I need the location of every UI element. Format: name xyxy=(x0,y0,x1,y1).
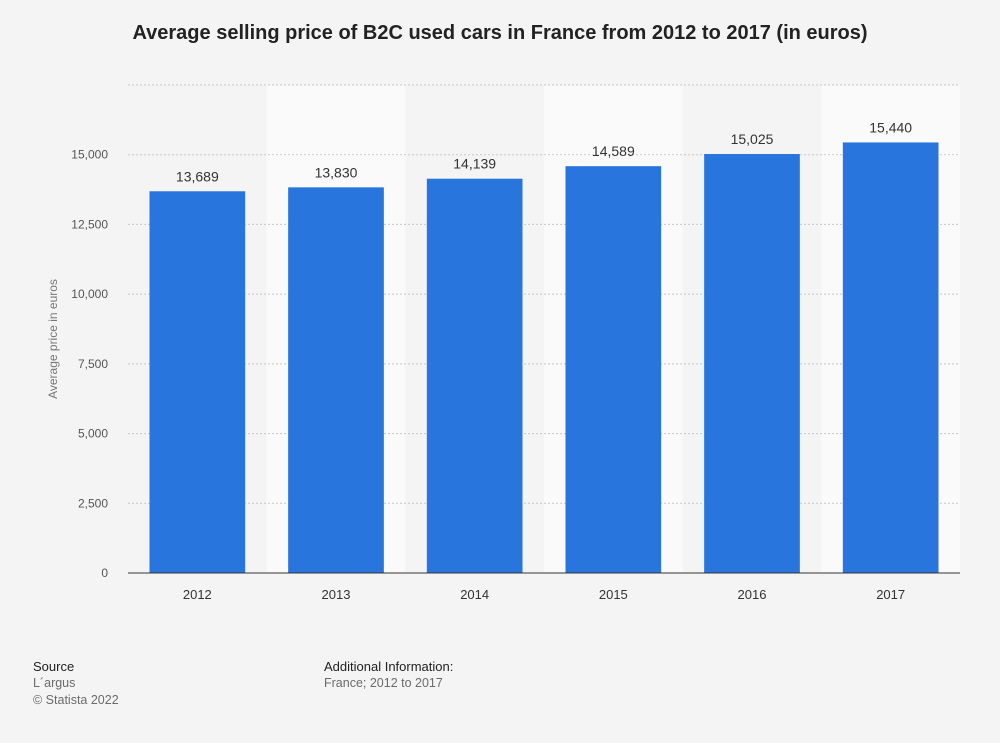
value-label-2016: 15,025 xyxy=(731,131,774,147)
x-tick-label-2014: 2014 xyxy=(460,587,489,602)
value-label-2012: 13,689 xyxy=(176,168,219,184)
bar-2016[interactable] xyxy=(704,154,800,573)
x-tick-label-2013: 2013 xyxy=(322,587,351,602)
source-line-2: © Statista 2022 xyxy=(33,693,119,707)
x-tick-labels: 2012 2013 2014 2015 2016 2017 xyxy=(183,587,905,602)
bar-2014[interactable] xyxy=(426,178,523,574)
value-labels: 13,689 13,830 14,139 14,589 15,025 15,440 xyxy=(176,119,912,184)
source-heading: Source xyxy=(33,659,75,674)
y-axis-label: Average price in euros xyxy=(46,279,60,399)
column-bands xyxy=(128,85,960,573)
value-label-2017: 15,440 xyxy=(869,119,912,135)
y-tick-label: 7,500 xyxy=(78,357,108,371)
source-line-1: L´argus xyxy=(33,676,76,690)
y-tick-label: 5,000 xyxy=(78,427,108,441)
chart-title: Average selling price of B2C used cars i… xyxy=(132,22,868,44)
additional-info-text: France; 2012 to 2017 xyxy=(324,676,443,690)
y-tick-label: 2,500 xyxy=(78,496,108,510)
source-block: Source L´argus © Statista 2022 xyxy=(33,658,119,709)
x-tick-label-2015: 2015 xyxy=(599,587,628,602)
additional-info-heading: Additional Information: xyxy=(324,659,454,674)
bar-chart: 13,689 13,830 14,139 14,589 15,025 15,440 0 2,… xyxy=(46,84,960,602)
y-tick-label: 12,500 xyxy=(71,217,108,231)
x-tick-label-2012: 2012 xyxy=(183,587,212,602)
bars xyxy=(149,142,939,574)
bar-2012[interactable] xyxy=(149,191,246,573)
bar-2017[interactable] xyxy=(842,142,939,573)
value-label-2014: 14,139 xyxy=(453,156,496,172)
bar-2015[interactable] xyxy=(565,166,662,574)
y-tick-labels: 0 2,500 5,000 7,500 10,000 12,500 15,000 xyxy=(71,148,108,580)
x-tick-label-2016: 2016 xyxy=(738,587,767,602)
gridlines xyxy=(128,84,960,504)
y-tick-label: 0 xyxy=(101,566,108,580)
additional-info-block: Additional Information: France; 2012 to … xyxy=(324,658,453,692)
value-label-2013: 13,830 xyxy=(315,164,358,180)
y-tick-label: 10,000 xyxy=(71,287,108,301)
bar-2013[interactable] xyxy=(288,187,384,573)
x-tick-label-2017: 2017 xyxy=(876,587,905,602)
y-tick-label: 15,000 xyxy=(71,148,108,162)
value-label-2015: 14,589 xyxy=(592,143,635,159)
